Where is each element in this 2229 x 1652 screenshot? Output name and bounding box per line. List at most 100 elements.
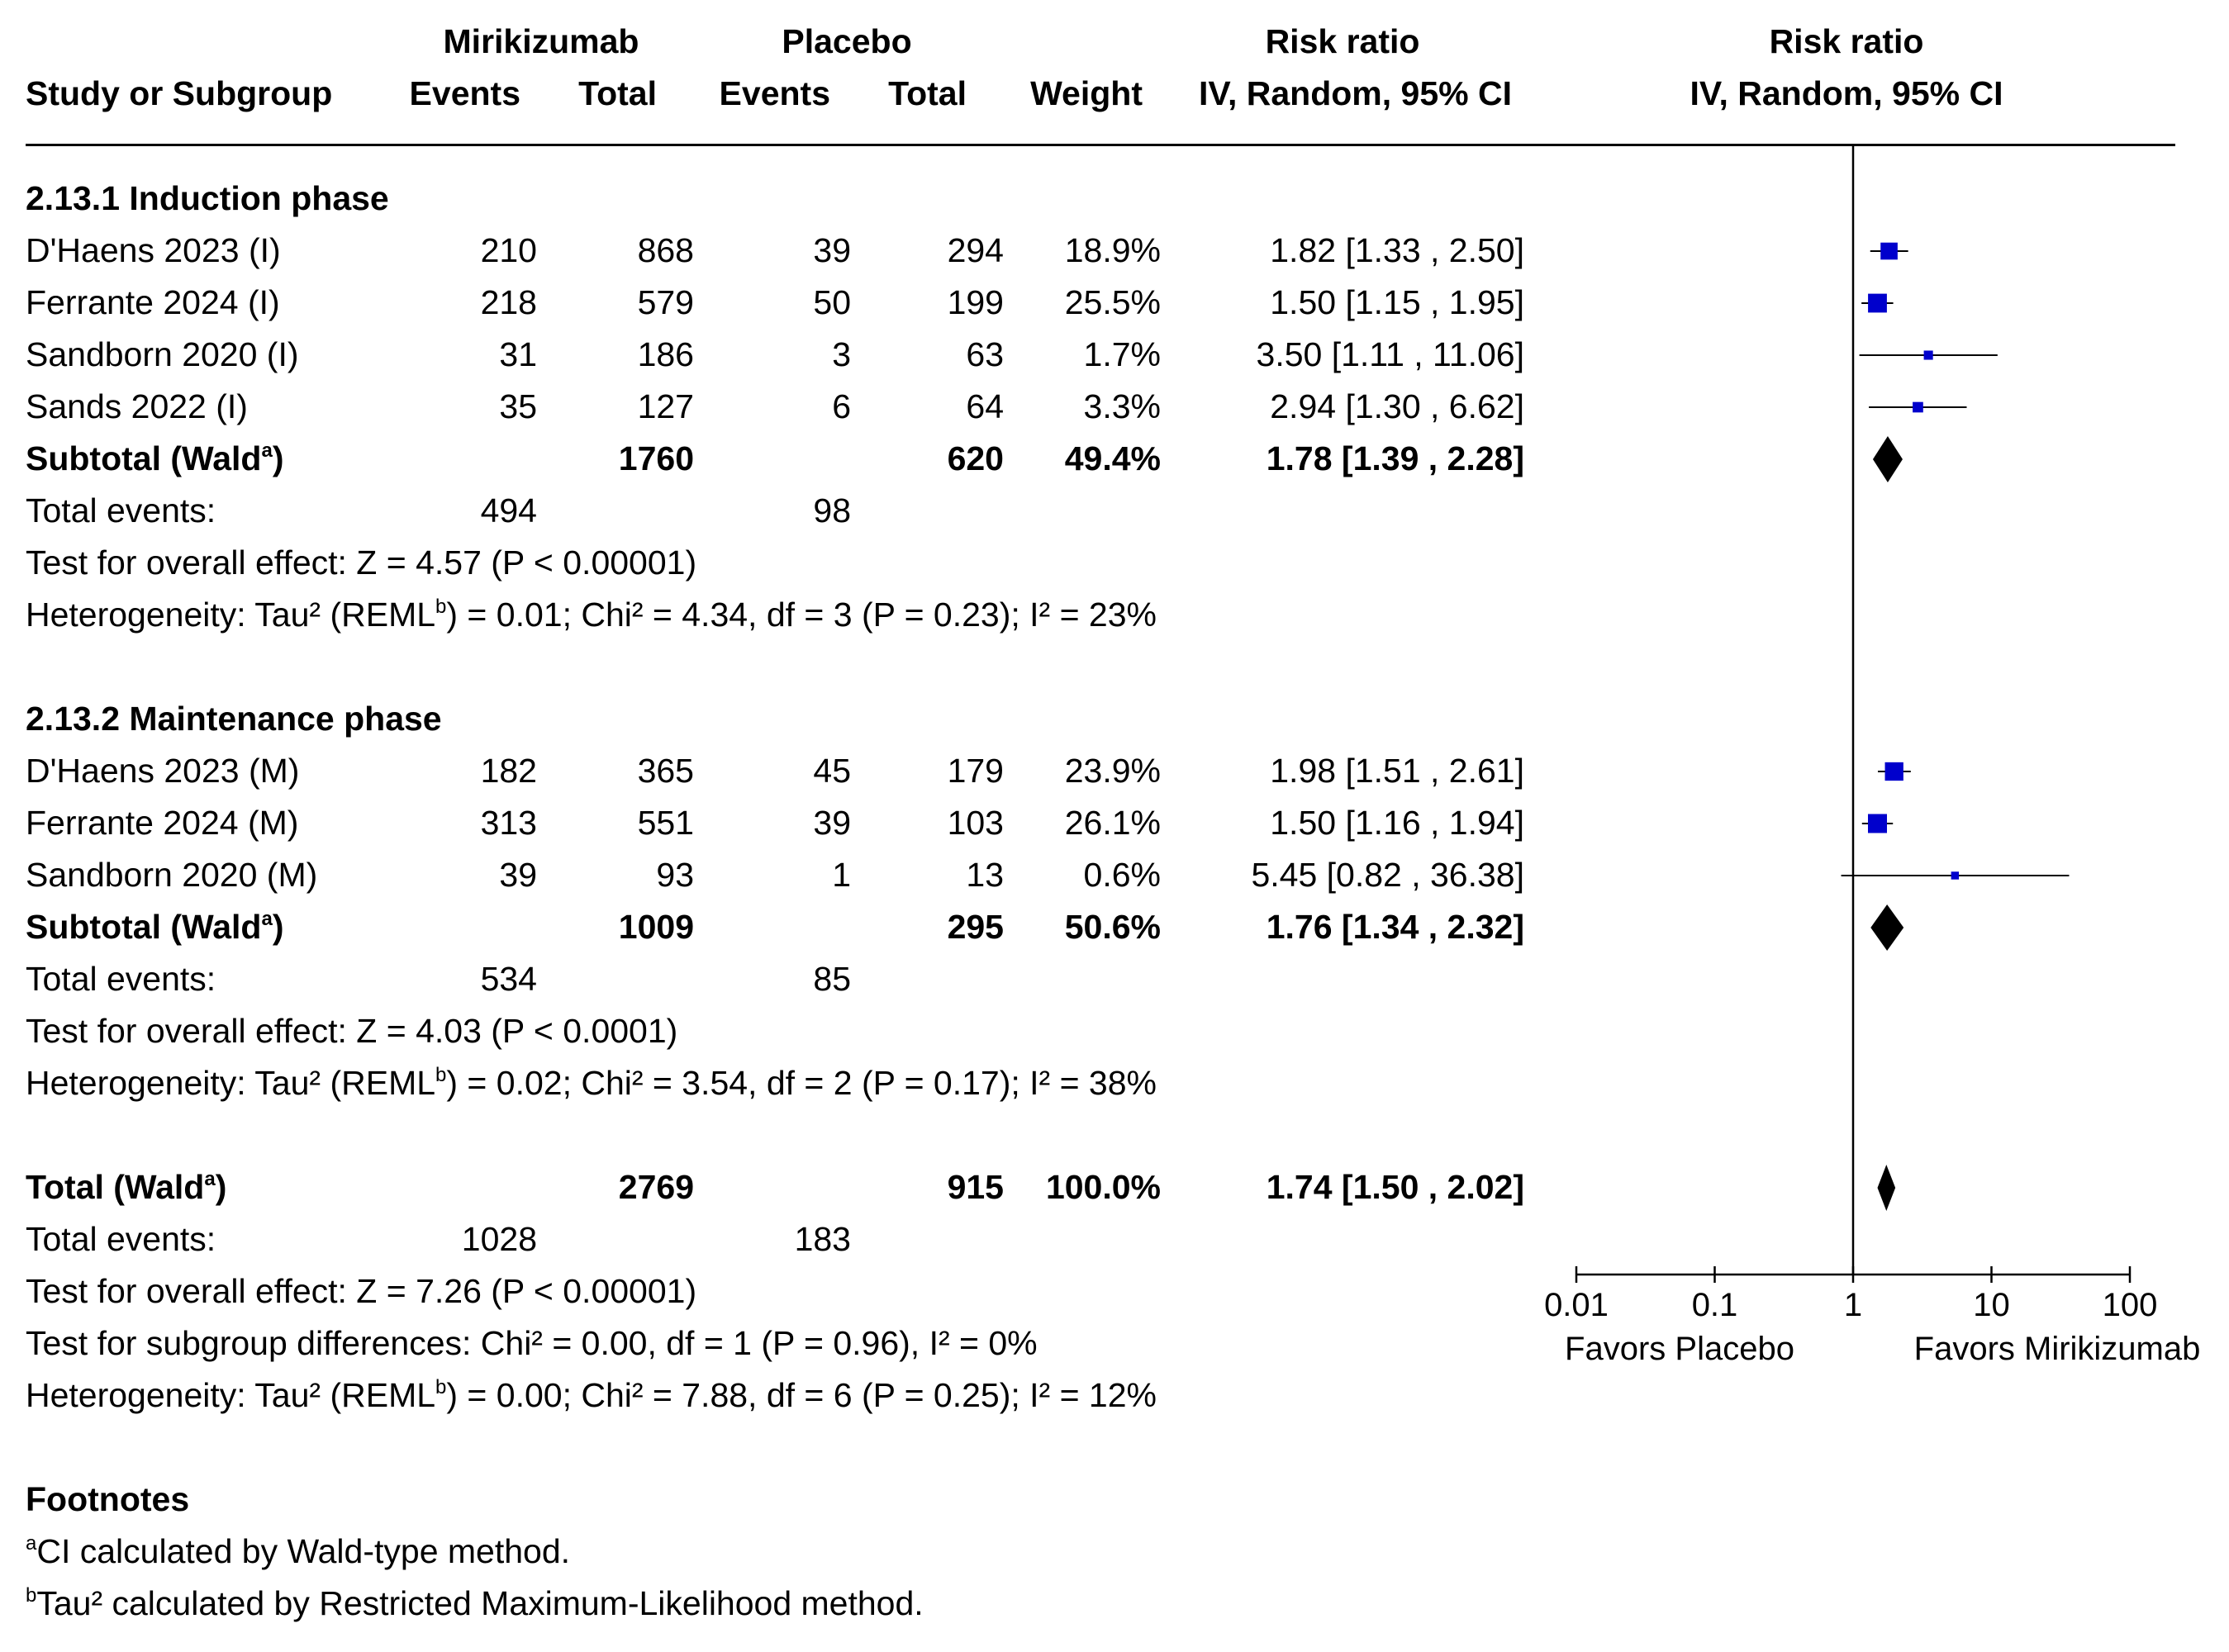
events-1: 31 [499,335,537,373]
events-1: 39 [499,856,537,894]
header-placebo: Placebo [782,22,912,60]
weight: 25.5% [1064,283,1161,321]
total-1: 186 [637,335,694,373]
events-1: 182 [480,752,537,790]
total-2: 199 [947,283,1004,321]
grand-total-weight: 100.0% [1045,1168,1161,1206]
grand-total-ci: 1.74 [1.50 , 2.02] [1266,1168,1524,1206]
weight: 18.9% [1064,231,1161,269]
subtotal-label: Subtotal (Walda) [26,908,284,946]
header-plot-ci: IV, Random, 95% CI [1690,74,2003,112]
weight: 23.9% [1064,752,1161,790]
ci: 1.50 [1.15 , 1.95] [1270,283,1524,321]
x-axis-tick-label: 0.1 [1692,1287,1738,1323]
ci: 2.94 [1.30 , 6.62] [1270,387,1524,425]
total-1: 868 [637,231,694,269]
weight: 26.1% [1064,804,1161,842]
header-study: Study or Subgroup [26,74,333,112]
header-events-2: Events [719,74,830,112]
total-2: 63 [966,335,1004,373]
subtotal-weight: 50.6% [1064,908,1161,946]
x-axis-tick-label: 1 [1844,1287,1862,1323]
study-name: Sandborn 2020 (I) [26,335,299,373]
events-2: 3 [832,335,851,373]
header-risk-ratio: Risk ratio [1265,22,1420,60]
study-name: Sandborn 2020 (M) [26,856,318,894]
study-marker [1880,242,1898,260]
x-axis-tick-label: 0.01 [1544,1287,1609,1323]
events-1: 313 [480,804,537,842]
events-1: 218 [480,283,537,321]
weight: 1.7% [1083,335,1161,373]
subtotal-ci: 1.76 [1.34 , 2.32] [1266,908,1524,946]
weight: 3.3% [1083,387,1161,425]
overall-effect-test: Test for overall effect: Z = 4.03 (P < 0… [26,1012,678,1050]
subtotal-ci: 1.78 [1.39 , 2.28] [1266,439,1524,477]
subtotal-total-1: 1009 [618,908,694,946]
summary-diamond [1870,904,1904,951]
header-ci: IV, Random, 95% CI [1199,74,1512,112]
ci: 1.50 [1.16 , 1.94] [1270,804,1524,842]
grand-total-1: 2769 [618,1168,694,1206]
total-1: 579 [637,283,694,321]
subtotal-weight: 49.4% [1064,439,1161,477]
group-title: 2.13.1 Induction phase [26,179,389,217]
overall-effect-test: Test for overall effect: Z = 7.26 (P < 0… [26,1272,697,1310]
header-rule [26,144,2175,146]
total-events-1: 1028 [461,1220,537,1258]
header-total-1: Total [578,74,657,112]
header-events-1: Events [409,74,520,112]
group-title: 2.13.2 Maintenance phase [26,700,442,738]
ci: 1.98 [1.51 , 2.61] [1270,752,1524,790]
events-2: 39 [813,231,851,269]
study-marker [1884,762,1903,781]
study-name: D'Haens 2023 (M) [26,752,300,790]
events-1: 35 [499,387,537,425]
total-2: 179 [947,752,1004,790]
total-events-1: 494 [480,491,537,529]
study-marker [1923,350,1933,360]
header-total-2: Total [888,74,967,112]
total-1: 365 [637,752,694,790]
events-2: 50 [813,283,851,321]
subtotal-total-1: 1760 [618,439,694,477]
summary-diamond [1877,1165,1896,1211]
summary-diamond [1872,436,1903,482]
favors-mirikizumab-label: Favors Mirikizumab [1914,1331,2201,1367]
heterogeneity: Heterogeneity: Tau² (REMLb) = 0.01; Chi²… [26,596,1157,634]
ci: 5.45 [0.82 , 36.38] [1251,856,1524,894]
footnotes-title: Footnotes [26,1480,190,1518]
weight: 0.6% [1083,856,1161,894]
total-events-label: Total events: [26,1220,216,1258]
total-events-label: Total events: [26,960,216,998]
study-marker [1951,871,1960,880]
events-2: 39 [813,804,851,842]
heterogeneity: Heterogeneity: Tau² (REMLb) = 0.02; Chi²… [26,1064,1157,1102]
study-name: Sands 2022 (I) [26,387,248,425]
total-2: 13 [966,856,1004,894]
footnote-a: aCI calculated by Wald-type method. [26,1532,571,1570]
subtotal-label: Subtotal (Walda) [26,439,284,477]
study-marker [1913,401,1923,413]
ci: 1.82 [1.33 , 2.50] [1270,231,1524,269]
subtotal-total-2: 295 [947,908,1004,946]
events-2: 45 [813,752,851,790]
total-label: Total (Walda) [26,1168,227,1206]
total-1: 127 [637,387,694,425]
subtotal-total-2: 620 [947,439,1004,477]
study-name: Ferrante 2024 (M) [26,804,299,842]
events-2: 6 [832,387,851,425]
favors-placebo-label: Favors Placebo [1565,1331,1794,1367]
x-axis-tick-label: 100 [2103,1287,2158,1323]
total-events-2: 85 [813,960,851,998]
total-1: 93 [656,856,694,894]
total-1: 551 [637,804,694,842]
total-2: 64 [966,387,1004,425]
total-events-2: 98 [813,491,851,529]
total-events-label: Total events: [26,491,216,529]
study-name: Ferrante 2024 (I) [26,283,280,321]
total-2: 294 [947,231,1004,269]
study-name: D'Haens 2023 (I) [26,231,281,269]
study-marker [1867,814,1887,833]
